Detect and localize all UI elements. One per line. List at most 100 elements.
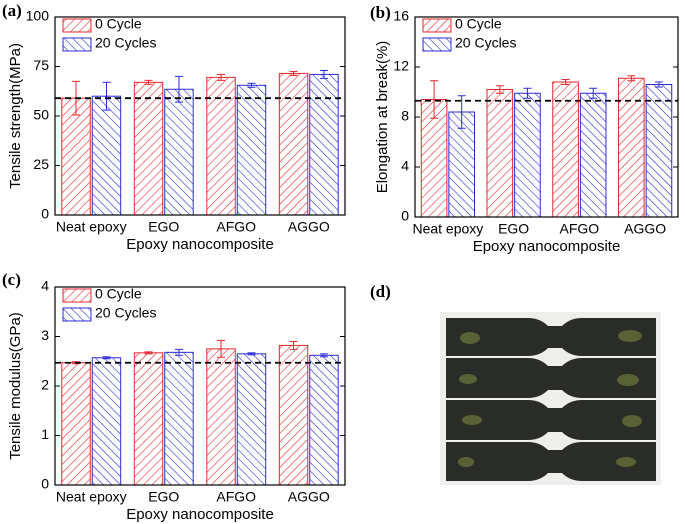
y-tick-label: 2 xyxy=(41,377,49,393)
y-tick-label: 1 xyxy=(41,426,49,442)
error-bar xyxy=(247,82,256,88)
bar xyxy=(164,88,194,216)
bar xyxy=(133,81,164,216)
legend-label: 20 Cycles xyxy=(455,35,516,51)
y-tick-label: 4 xyxy=(401,158,409,174)
x-tick-label: EGO xyxy=(148,489,179,505)
error-bar xyxy=(144,79,153,85)
plot-frame xyxy=(54,16,346,216)
y-tick-label: 0 xyxy=(41,476,49,492)
y-axis-title: Tensile strength(MPa) xyxy=(7,43,24,189)
specimens xyxy=(446,318,656,481)
error-bar xyxy=(144,351,153,355)
bar xyxy=(645,84,673,218)
plot-frame xyxy=(54,286,346,486)
y-tick-label: 50 xyxy=(33,107,49,123)
error-bar xyxy=(289,70,298,76)
legend-swatch xyxy=(62,307,92,322)
bar xyxy=(278,72,309,216)
bar xyxy=(133,352,164,486)
legend-swatch xyxy=(62,18,92,33)
error-bar xyxy=(319,69,328,79)
legend-label: 20 Cycles xyxy=(95,35,156,51)
bar xyxy=(206,348,236,486)
error-bar xyxy=(523,87,532,99)
error-bar xyxy=(457,95,466,129)
error-bar xyxy=(217,73,226,81)
y-tick-label: 12 xyxy=(393,58,409,74)
bar xyxy=(309,354,339,486)
legend-label: 0 Cycle xyxy=(455,16,502,32)
legend-label: 20 Cycles xyxy=(95,305,156,321)
bar xyxy=(618,77,645,218)
x-axis-title: Epoxy nanocomposite xyxy=(126,506,274,523)
x-axis-title: Epoxy nanocomposite xyxy=(473,238,621,255)
x-tick-label: AGGO xyxy=(624,221,666,237)
y-tick-label: 0 xyxy=(401,208,409,224)
error-bar xyxy=(319,353,328,358)
error-bar xyxy=(289,340,298,350)
x-tick-label: AFGO xyxy=(216,219,256,235)
panel-label: (c) xyxy=(2,270,21,289)
bar xyxy=(236,84,267,216)
x-tick-label: AFGO xyxy=(560,221,600,237)
legend-label: 0 Cycle xyxy=(95,16,142,32)
bar xyxy=(420,99,448,218)
error-bar xyxy=(627,75,636,82)
y-tick-label: 3 xyxy=(41,327,49,343)
bar xyxy=(309,73,339,216)
specimen-photo xyxy=(440,312,661,485)
y-tick-label: 100 xyxy=(26,8,50,24)
bar xyxy=(552,81,579,218)
legend-swatch xyxy=(62,37,92,52)
specimen-spots xyxy=(458,330,642,467)
y-axis-title: Tensile modulus(GPa) xyxy=(7,312,24,460)
y-axis-title: Elongation at break(%) xyxy=(374,41,391,194)
x-tick-label: AFGO xyxy=(216,489,256,505)
y-tick-label: 0 xyxy=(41,206,49,222)
y-tick-label: 75 xyxy=(33,57,49,73)
y-tick-label: 16 xyxy=(393,8,409,24)
error-bar xyxy=(174,348,183,356)
bar xyxy=(91,95,122,216)
x-axis-title: Epoxy nanocomposite xyxy=(126,236,274,253)
bar xyxy=(236,353,267,486)
error-bar xyxy=(102,81,111,111)
error-bar xyxy=(217,339,226,358)
error-bar xyxy=(430,80,439,119)
legend-swatch xyxy=(422,37,452,52)
x-tick-label: Neat epoxy xyxy=(412,221,483,237)
bar xyxy=(486,89,514,218)
bar xyxy=(164,351,194,486)
panel-label: (a) xyxy=(2,1,22,20)
bar xyxy=(448,111,475,218)
x-tick-label: EGO xyxy=(148,219,179,235)
bar xyxy=(278,344,309,486)
error-bar xyxy=(102,356,111,360)
bar xyxy=(61,362,91,486)
x-tick-label: AGGO xyxy=(288,489,330,505)
error-bar xyxy=(589,87,598,99)
bar xyxy=(61,97,91,216)
bar xyxy=(514,92,541,218)
plot-frame xyxy=(414,16,679,218)
x-tick-label: EGO xyxy=(498,221,529,237)
bar xyxy=(91,357,122,486)
x-tick-label: AGGO xyxy=(288,219,330,235)
bar xyxy=(579,92,607,218)
y-tick-label: 4 xyxy=(41,278,49,294)
error-bar xyxy=(654,81,663,88)
panel-label: (d) xyxy=(370,282,391,301)
y-tick-label: 8 xyxy=(401,108,409,124)
panel-label: (b) xyxy=(370,3,391,22)
error-bar xyxy=(247,352,256,356)
y-tick-label: 25 xyxy=(33,156,49,172)
x-tick-label: Neat epoxy xyxy=(56,219,127,235)
legend-swatch xyxy=(62,288,92,303)
bar xyxy=(206,76,236,216)
legend-swatch xyxy=(422,18,452,33)
error-bar xyxy=(561,79,570,85)
error-bar xyxy=(495,85,504,94)
x-tick-label: Neat epoxy xyxy=(56,489,127,505)
